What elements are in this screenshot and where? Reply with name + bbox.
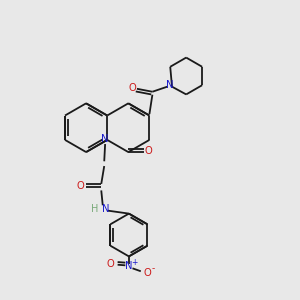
Text: O: O [77,181,85,191]
Text: O: O [106,259,114,269]
Text: +: + [131,258,137,267]
Text: N: N [124,261,132,271]
Text: O: O [128,82,136,93]
Text: -: - [152,264,154,273]
Text: N: N [101,134,109,144]
Text: N: N [167,80,174,90]
Text: O: O [145,146,153,156]
Text: O: O [143,268,151,278]
Text: N: N [102,204,110,214]
Text: H: H [91,204,98,214]
